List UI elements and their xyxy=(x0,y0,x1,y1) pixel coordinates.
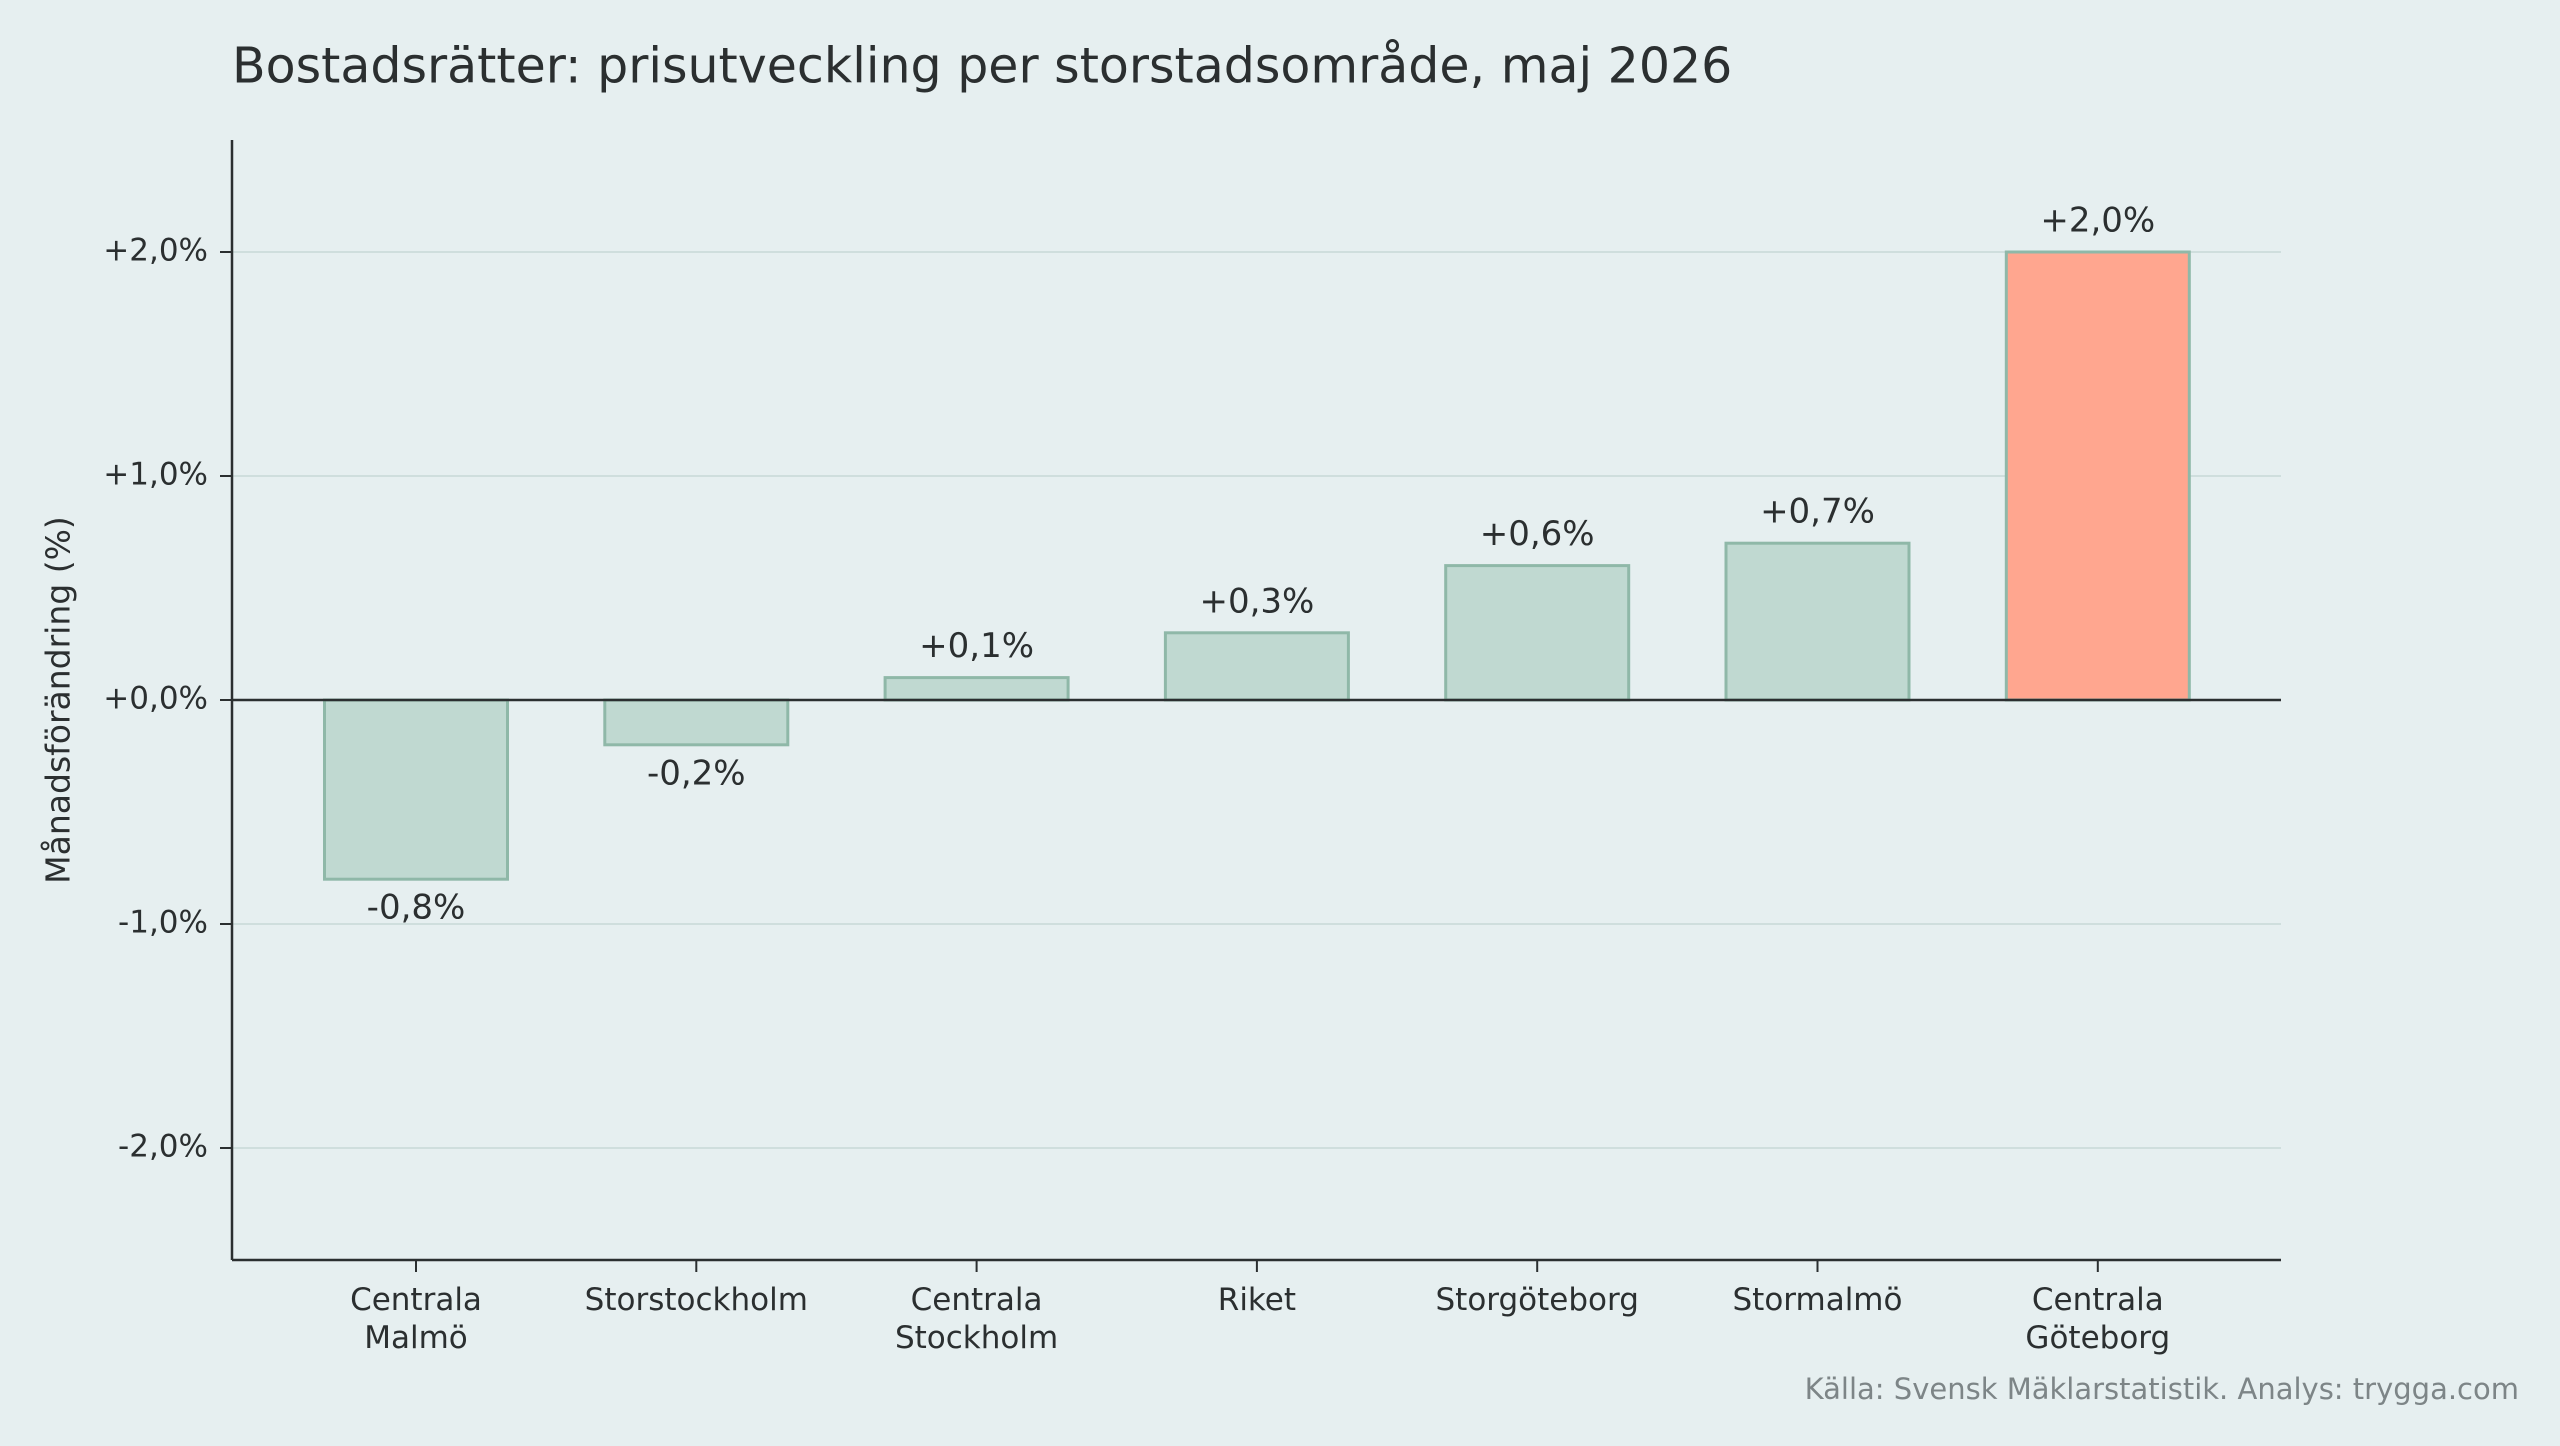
y-tick-label: +0,0% xyxy=(103,681,208,717)
value-label: -0,8% xyxy=(367,888,466,928)
value-label: +2,0% xyxy=(2040,201,2155,241)
value-label: +0,1% xyxy=(919,626,1034,666)
x-tick-label: Centrala Malmö xyxy=(350,1282,482,1356)
bar xyxy=(1724,541,1911,702)
x-tick-label: Centrala Göteborg xyxy=(2025,1282,2170,1356)
bar xyxy=(1163,631,1350,702)
chart-title: Bostadsrätter: prisutveckling per storst… xyxy=(232,38,1732,95)
y-axis-label: Månadsförändring (%) xyxy=(39,516,78,884)
bar xyxy=(883,676,1070,702)
bar xyxy=(2004,250,2191,702)
x-tick-label: Storgöteborg xyxy=(1435,1282,1638,1318)
source-note: Källa: Svensk Mäklarstatistik. Analys: t… xyxy=(1805,1372,2519,1406)
x-tick-label: Stormalmö xyxy=(1733,1282,1903,1318)
y-tick-label: -2,0% xyxy=(118,1129,208,1165)
y-tick-label: +1,0% xyxy=(103,457,208,493)
y-tick-label: +2,0% xyxy=(103,233,208,269)
x-tick-label: Riket xyxy=(1218,1282,1296,1318)
value-label: -0,2% xyxy=(647,753,746,793)
bar xyxy=(1444,564,1631,702)
x-tick-label: Storstockholm xyxy=(585,1282,808,1318)
x-tick-label: Centrala Stockholm xyxy=(895,1282,1058,1356)
bar xyxy=(603,698,790,747)
value-label: +0,6% xyxy=(1480,514,1595,554)
bar xyxy=(323,698,509,881)
value-label: +0,3% xyxy=(1199,581,1314,621)
y-tick-label: -1,0% xyxy=(118,905,208,941)
value-label: +0,7% xyxy=(1760,492,1875,532)
